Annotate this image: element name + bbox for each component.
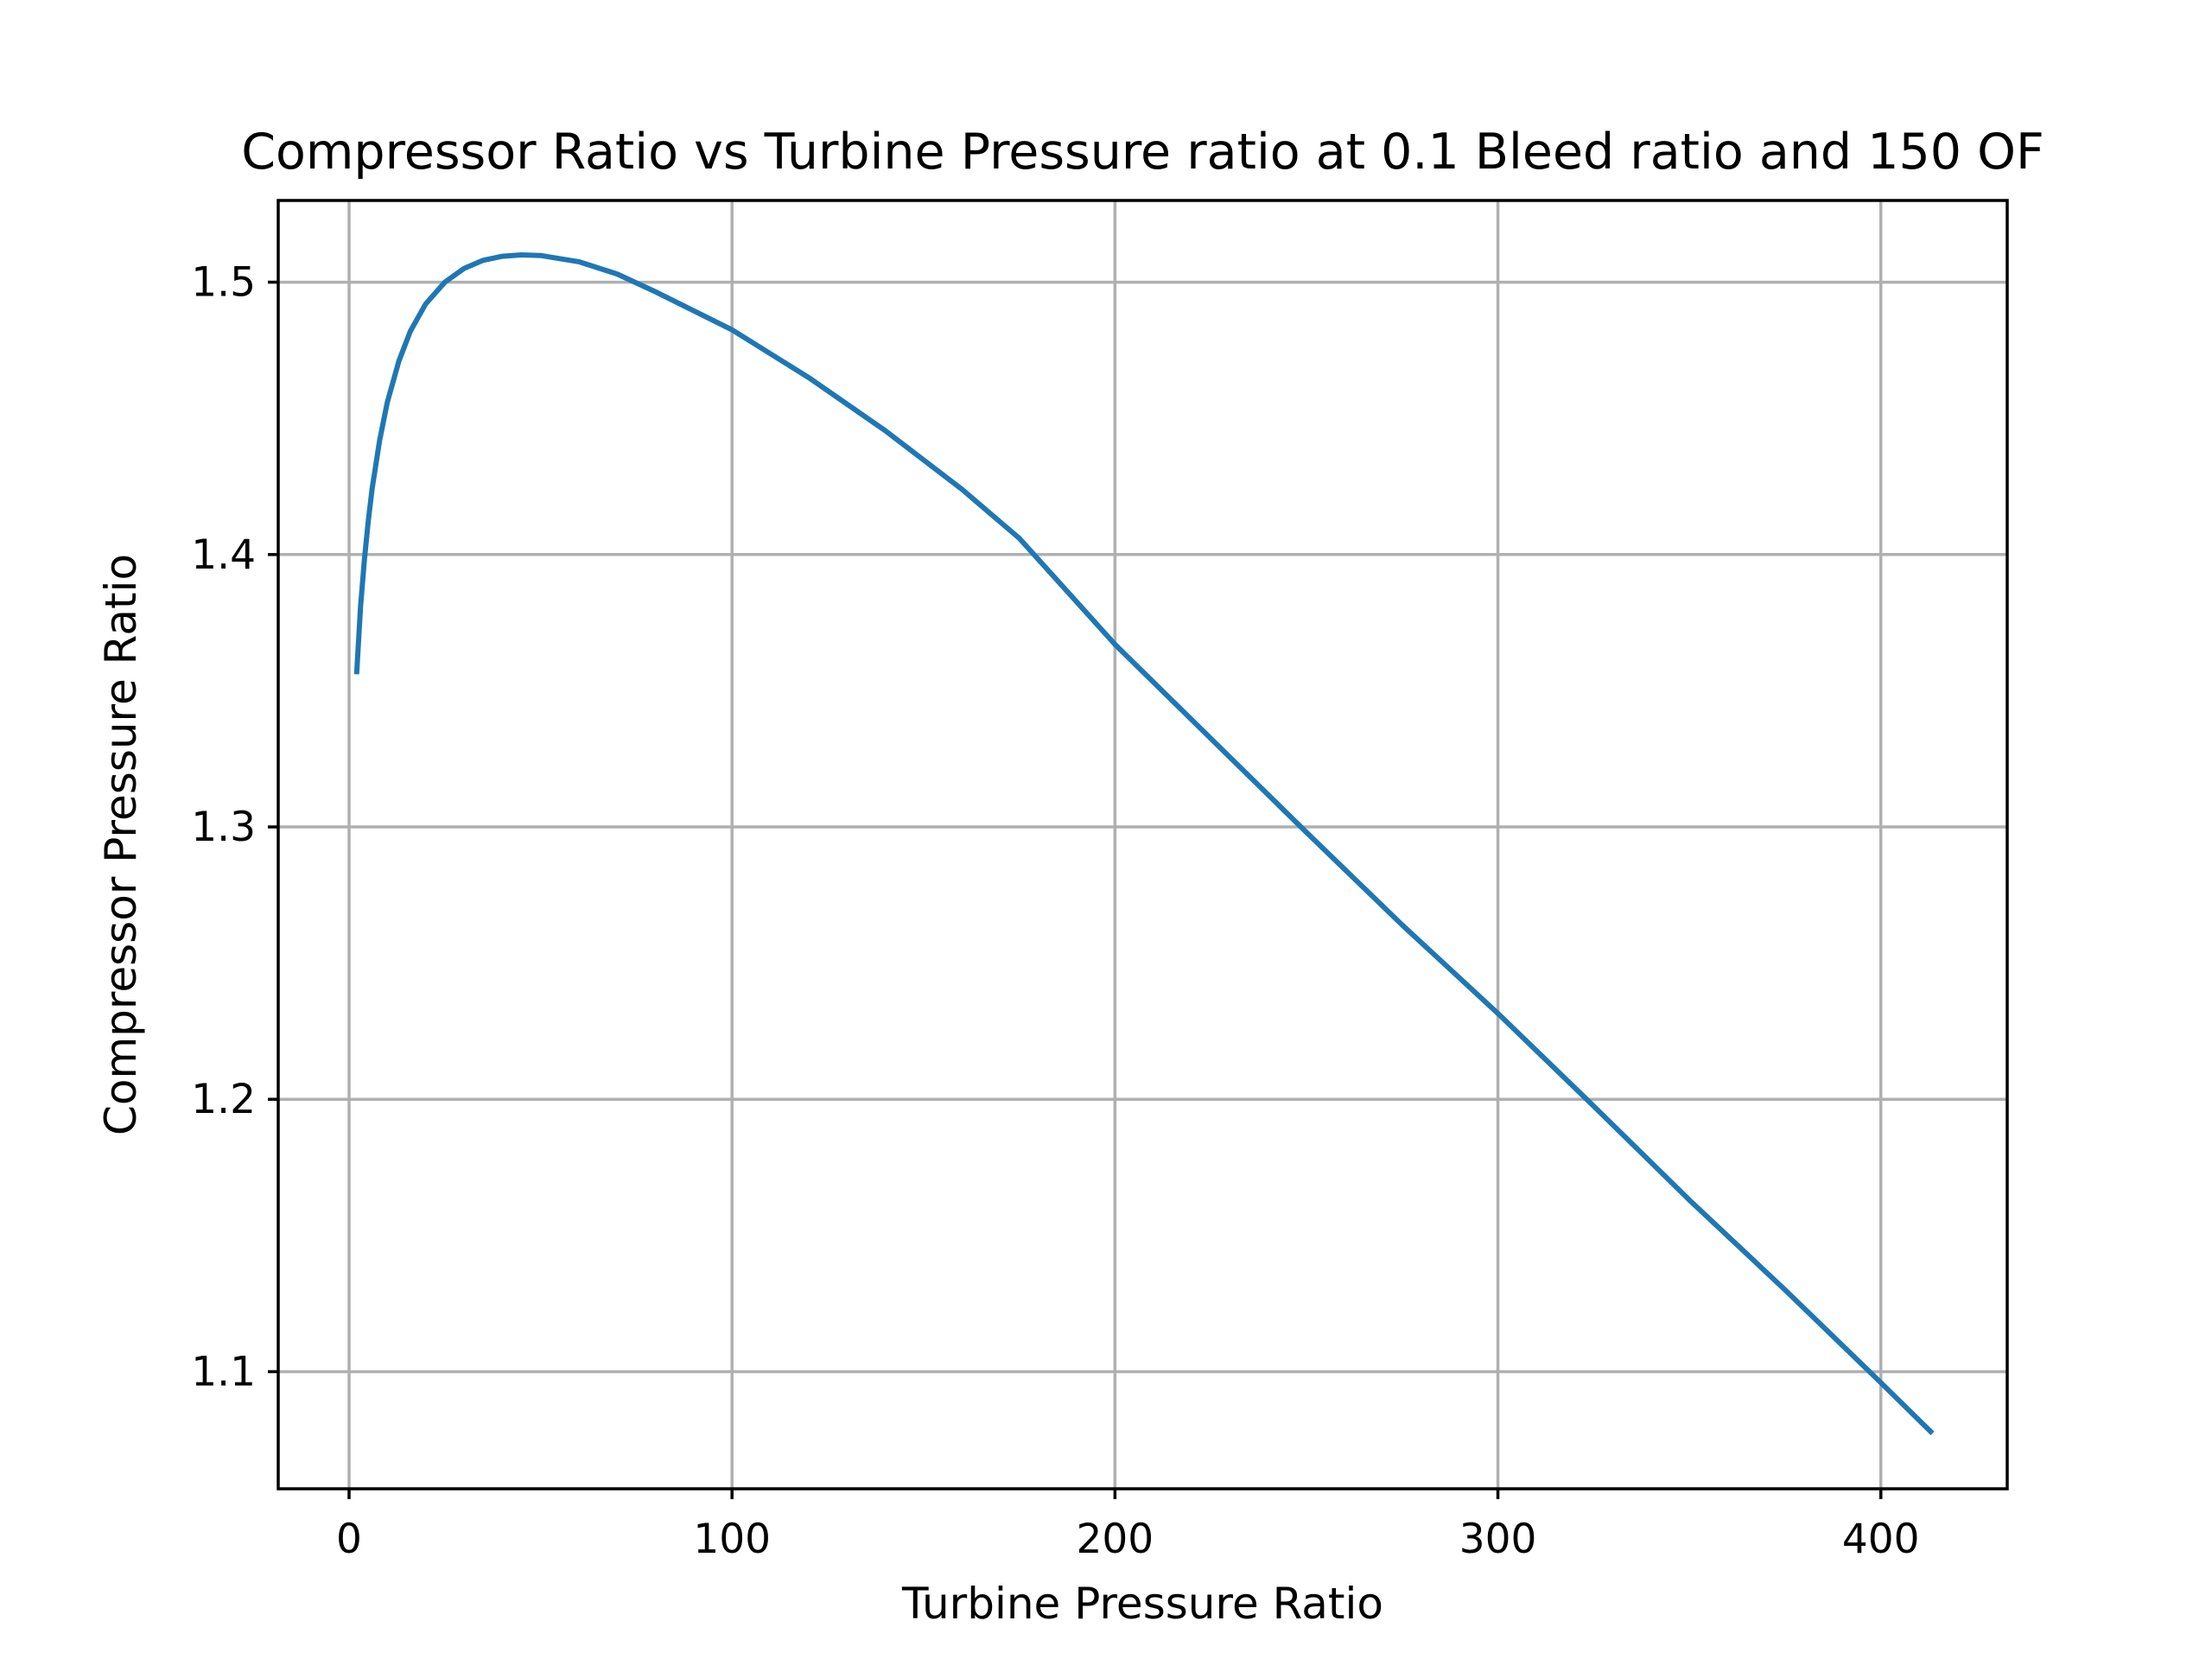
y-axis-label: Compressor Pressure Ratio [96,554,146,1135]
y-tick-label: 1.3 [191,804,256,851]
ticks: 0 100 200 300 400 1.1 1.2 1.3 1.4 1.5 [191,259,1919,1563]
x-tick-label: 100 [693,1516,771,1563]
series-line [353,252,1935,1436]
x-tick-label: 0 [336,1516,362,1563]
grid [278,200,2007,1489]
x-tick-label: 300 [1459,1516,1537,1563]
x-axis-label: Turbine Pressure Ratio [901,1579,1383,1629]
x-tick-label: 200 [1077,1516,1154,1563]
y-tick-label: 1.5 [191,259,256,307]
y-tick-label: 1.2 [191,1076,256,1123]
y-tick-label: 1.4 [191,531,256,579]
y-tick-label: 1.1 [191,1348,256,1395]
plot-frame [276,199,2009,1491]
series-layer [353,252,1935,1436]
x-tick-label: 400 [1842,1516,1920,1563]
chart-title: Compressor Ratio vs Turbine Pressure rat… [241,124,2044,181]
